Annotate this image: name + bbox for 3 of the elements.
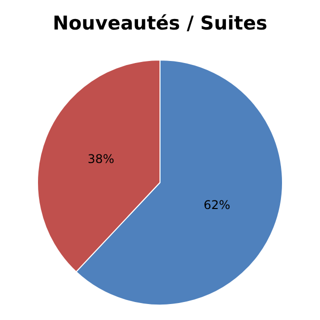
chart-title: Nouveautés / Suites — [52, 12, 268, 34]
data-label: 62% — [204, 198, 230, 212]
data-label: 38% — [88, 152, 114, 166]
